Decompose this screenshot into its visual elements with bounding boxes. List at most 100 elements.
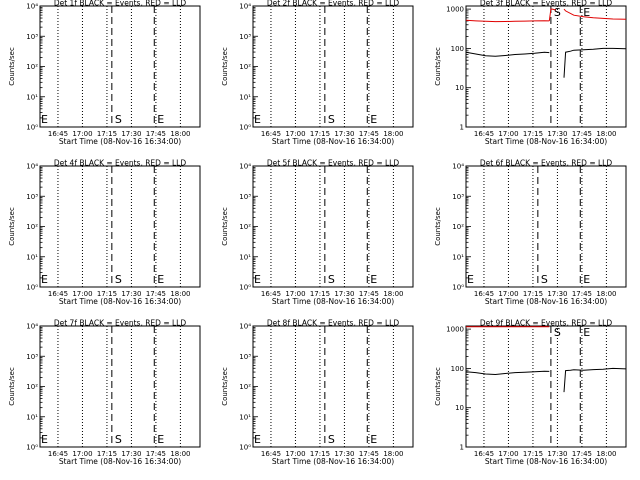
y-tick-label: 10⁰ (26, 124, 38, 132)
marker-label: E (583, 6, 590, 19)
x-tick-label: 17:45 (572, 450, 592, 458)
det4-panel: Det 4f BLACK = Events, RED = LLD 16:45 17:… (8, 159, 201, 306)
y-tick-label: 10⁴ (239, 3, 251, 11)
y-tick-label: 10² (239, 383, 251, 391)
y-axis-label: Counts/sec (8, 367, 16, 406)
y-axis-label: Counts/sec (221, 367, 229, 406)
marker-label: E (370, 433, 377, 446)
x-tick-label: 17:00 (285, 450, 305, 458)
x-axis-label: Start Time (08-Nov-16 16:34:00) (59, 137, 181, 146)
x-tick-label: 18:00 (383, 130, 403, 138)
y-tick-label: 10⁴ (452, 163, 464, 171)
x-tick-label: 17:45 (359, 450, 379, 458)
x-tick-label: 18:00 (596, 290, 616, 298)
panel-title: Det 8f BLACK = Events, RED = LLD (267, 319, 400, 328)
x-tick-label: 18:00 (170, 130, 190, 138)
det6-panel: Det 6f BLACK = Events, RED = LLD 16:45 17:… (434, 159, 627, 306)
y-tick-label: 10¹ (239, 413, 251, 421)
x-tick-label: 18:00 (596, 130, 616, 138)
y-tick-label: 10² (26, 63, 38, 71)
x-tick-label: 17:15 (310, 450, 330, 458)
y-axis-label: Counts/sec (221, 207, 229, 246)
plot-frame (252, 165, 414, 288)
y-axis-label: Counts/sec (221, 47, 229, 86)
y-tick-label: 10³ (239, 353, 251, 361)
marker-label: S (554, 326, 561, 339)
panel-title: Det 5f BLACK = Events, RED = LLD (267, 159, 400, 168)
marker-label: E (41, 433, 48, 446)
plot-frame (252, 325, 414, 448)
x-tick-label: 17:00 (72, 130, 92, 138)
y-tick-label: 10¹ (26, 93, 38, 101)
det9-series-1-segment-0 (465, 370, 550, 376)
plot-frame (465, 5, 627, 128)
det1-panel: Det 1f BLACK = Events, RED = LLD 16:45 17:… (8, 0, 201, 146)
det9-series-1-segment-1 (563, 367, 627, 393)
x-tick-label: 16:45 (474, 450, 494, 458)
x-tick-label: 17:15 (97, 450, 117, 458)
x-tick-label: 17:00 (285, 290, 305, 298)
panel-title: Det 9f BLACK = Events, RED = LLD (480, 319, 613, 328)
x-tick-label: 17:30 (121, 130, 141, 138)
panel-title: Det 2f BLACK = Events, RED = LLD (267, 0, 400, 8)
x-axis-label: Start Time (08-Nov-16 16:34:00) (272, 457, 394, 466)
y-tick-label: 1 (460, 444, 464, 452)
marker-label: S (328, 113, 335, 126)
det2-panel: Det 2f BLACK = Events, RED = LLD 16:45 17:… (221, 0, 414, 146)
x-axis-label: Start Time (08-Nov-16 16:34:00) (59, 457, 181, 466)
marker-label: S (328, 433, 335, 446)
x-tick-label: 16:45 (48, 290, 68, 298)
y-tick-label: 10⁴ (26, 323, 38, 331)
x-tick-label: 17:30 (334, 450, 354, 458)
y-tick-label: 100 (451, 365, 464, 373)
y-tick-label: 10¹ (239, 93, 251, 101)
x-axis-label: Start Time (08-Nov-16 16:34:00) (485, 137, 607, 146)
y-tick-label: 10⁰ (239, 124, 251, 132)
y-axis-label: Counts/sec (434, 367, 442, 406)
y-tick-label: 10³ (26, 193, 38, 201)
x-tick-label: 17:15 (523, 450, 543, 458)
marker-label: E (41, 273, 48, 286)
x-tick-label: 16:45 (48, 130, 68, 138)
x-tick-label: 17:15 (97, 290, 117, 298)
marker-label: E (254, 113, 261, 126)
y-tick-label: 10⁰ (26, 284, 38, 292)
y-tick-label: 10¹ (239, 253, 251, 261)
y-tick-label: 10² (239, 223, 251, 231)
panel-title: Det 1f BLACK = Events, RED = LLD (54, 0, 187, 8)
plot-frame (465, 325, 627, 448)
det8-panel: Det 8f BLACK = Events, RED = LLD 16:45 17:… (221, 319, 414, 466)
marker-label: E (370, 273, 377, 286)
det3-series-0-segment-2 (563, 8, 627, 20)
y-tick-label: 10² (452, 223, 464, 231)
x-tick-label: 17:00 (72, 290, 92, 298)
marker-label: S (115, 273, 122, 286)
y-axis-label: Counts/sec (434, 47, 442, 86)
y-tick-label: 10³ (452, 193, 464, 201)
plot-frame (252, 5, 414, 128)
marker-label: E (583, 273, 590, 286)
x-tick-label: 16:45 (261, 450, 281, 458)
x-tick-label: 17:00 (72, 450, 92, 458)
det7-panel: Det 7f BLACK = Events, RED = LLD 16:45 17:… (8, 319, 201, 466)
x-tick-label: 17:00 (498, 290, 518, 298)
y-tick-label: 10⁴ (239, 323, 251, 331)
y-tick-label: 10³ (26, 33, 38, 41)
marker-label: E (41, 113, 48, 126)
y-tick-label: 1 (460, 124, 464, 132)
x-tick-label: 17:00 (285, 130, 305, 138)
x-tick-label: 17:15 (310, 130, 330, 138)
plot-frame (465, 165, 627, 288)
x-tick-label: 17:30 (547, 450, 567, 458)
det3-panel: Det 3f BLACK = Events, RED = LLD 16:45 17:… (434, 0, 627, 146)
y-tick-label: 10² (26, 223, 38, 231)
det3-series-1-segment-1 (563, 47, 627, 78)
panel-title: Det 4f BLACK = Events, RED = LLD (54, 159, 187, 168)
x-tick-label: 17:30 (334, 290, 354, 298)
det3-series-0-segment-1 (548, 8, 556, 21)
marker-label: E (254, 273, 261, 286)
y-tick-label: 10¹ (26, 413, 38, 421)
x-tick-label: 17:30 (121, 450, 141, 458)
